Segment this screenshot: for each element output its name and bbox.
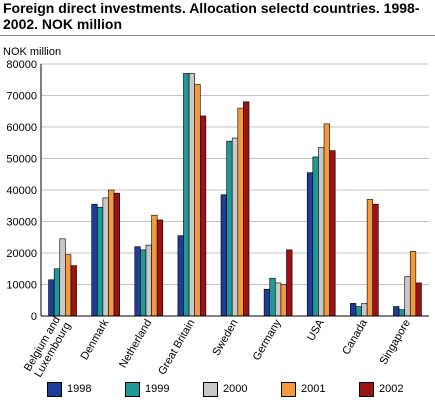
bar [415, 282, 422, 317]
bar [145, 244, 152, 317]
legend-label: 1998 [67, 383, 92, 395]
bar [65, 254, 72, 317]
bar [404, 276, 411, 317]
bar [70, 265, 77, 317]
y-tick-label: 60000 [6, 122, 37, 134]
bar [398, 309, 405, 317]
bar [108, 189, 115, 317]
bar [306, 172, 314, 317]
legend-swatch [125, 381, 140, 397]
y-tick-label: 80000 [6, 59, 37, 71]
y-tick-label: 50000 [6, 154, 37, 166]
bar [113, 192, 120, 317]
legend-swatch [203, 381, 218, 397]
x-tick-label: Netherland [117, 318, 154, 371]
bar [231, 137, 239, 317]
bar [409, 251, 417, 317]
bar [372, 203, 379, 317]
chart-title: Foreign direct investments. Allocation s… [3, 0, 420, 32]
x-tick-label: USA [305, 317, 327, 343]
legend-item-2000: 2000 [203, 379, 247, 399]
title-divider [0, 35, 435, 36]
bar [237, 107, 244, 317]
bar [269, 277, 276, 317]
bar [151, 214, 158, 317]
legend-item-1998: 1998 [47, 379, 91, 399]
bar [329, 150, 336, 317]
bar [177, 235, 184, 317]
legend-item-2001: 2001 [281, 379, 325, 399]
bar [156, 219, 164, 317]
bar [263, 288, 271, 317]
bar [188, 73, 195, 317]
x-tick-label: Belgium andLuxembourg [22, 315, 73, 379]
legend-item-1999: 1999 [125, 379, 169, 399]
x-tick-label: Denmark [79, 317, 112, 362]
bar [226, 140, 233, 317]
x-tick-label: Sweden [210, 318, 240, 358]
x-tick-label: Great Britain [156, 318, 197, 377]
x-tick-label: Germany [251, 317, 284, 363]
bar [361, 303, 368, 317]
bar [91, 203, 98, 317]
x-tick-label: Canada [340, 317, 370, 357]
bar [323, 123, 330, 317]
bar [312, 156, 319, 317]
bar [134, 246, 141, 317]
bar [286, 249, 293, 317]
legend-item-2002: 2002 [359, 379, 403, 399]
x-tick-label: Singapore [378, 318, 413, 367]
bar [350, 303, 357, 317]
bar [59, 238, 66, 317]
bar [53, 268, 61, 317]
bar [220, 194, 227, 317]
bar [243, 101, 250, 317]
y-tick-label: 30000 [6, 217, 37, 229]
bar [393, 306, 400, 317]
bar [102, 197, 109, 317]
legend-label: 2002 [379, 383, 404, 395]
legend-swatch [281, 381, 296, 397]
y-tick-label: 40000 [6, 185, 37, 197]
y-axis-label: NOK million [3, 46, 61, 58]
bar [199, 115, 207, 317]
bar-chart: NOK million 0 10000 20000 30000 40000 50000 600… [3, 46, 429, 379]
y-tick-label: 20000 [6, 248, 37, 260]
bar [48, 279, 55, 317]
legend-label: 2000 [223, 383, 248, 395]
legend-swatch [47, 381, 62, 397]
bar [280, 284, 287, 317]
bar [355, 306, 362, 317]
bar [183, 73, 190, 317]
y-tick-label: 10000 [6, 280, 37, 292]
legend-label: 1999 [145, 383, 170, 395]
legend-label: 2001 [301, 383, 326, 395]
chart-legend: 1998 1999 2000 2001 2002 [0, 379, 435, 399]
bar [366, 199, 374, 317]
bar [194, 84, 201, 317]
bar [96, 207, 104, 317]
legend-swatch [359, 381, 374, 397]
bar [140, 249, 147, 317]
y-tick-label: 0 [31, 311, 37, 323]
y-tick-label: 70000 [6, 91, 37, 103]
bar [318, 147, 325, 317]
bar [275, 282, 282, 317]
